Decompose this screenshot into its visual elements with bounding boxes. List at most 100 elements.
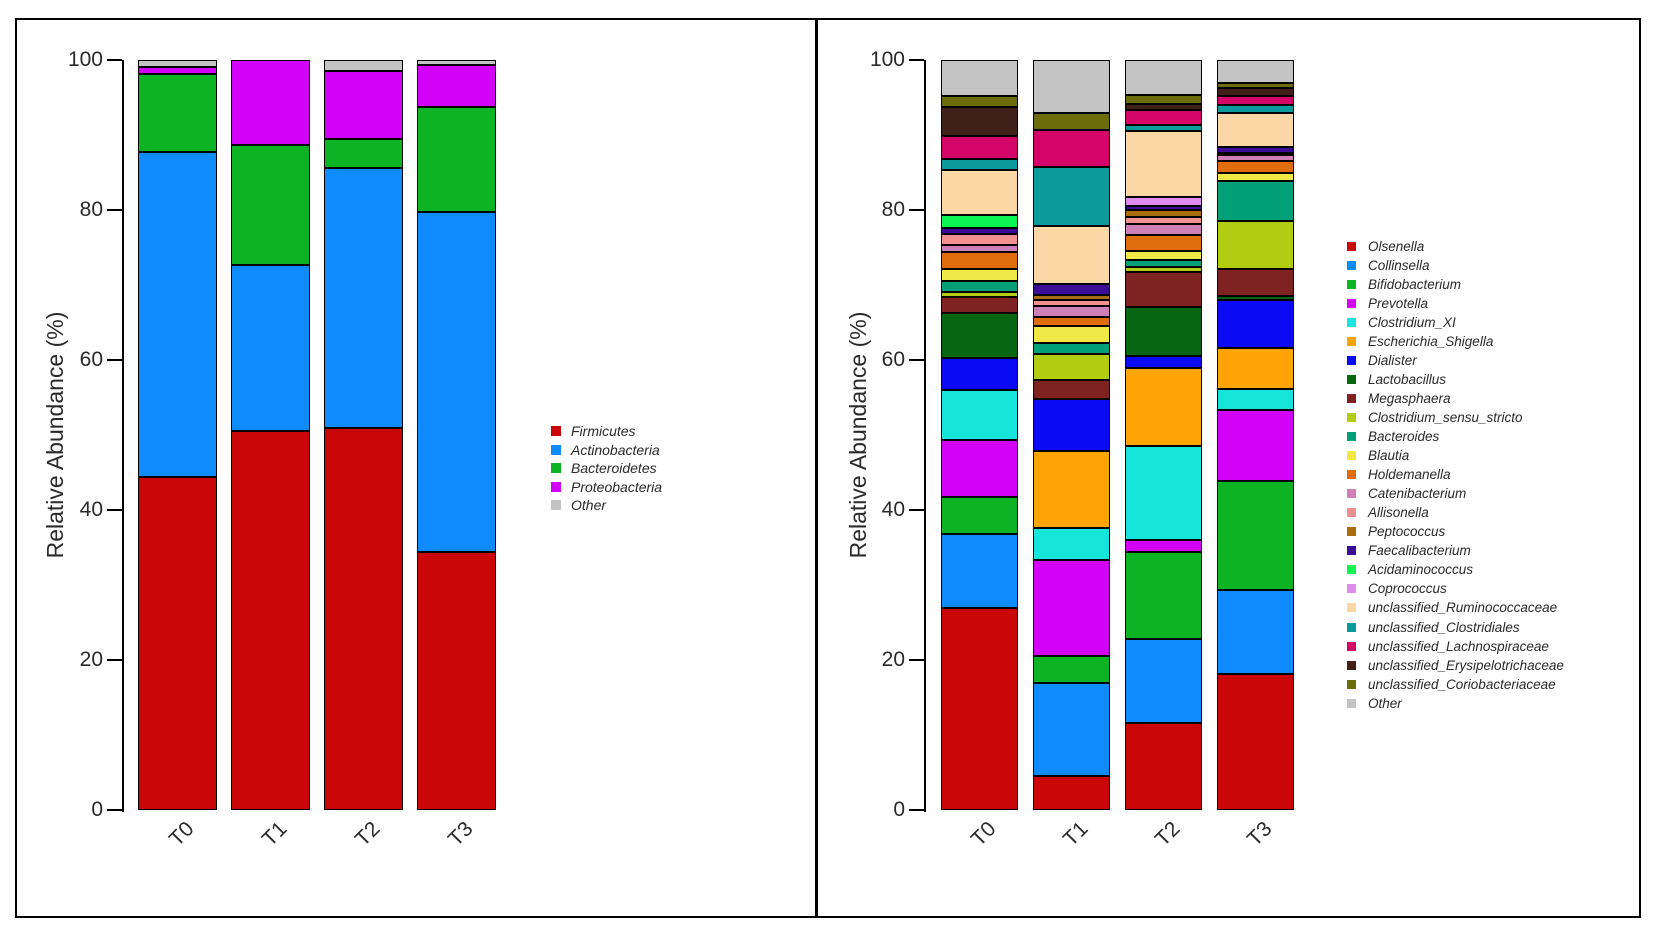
bar-segment-Megasphaera (1217, 268, 1294, 297)
legend-label-Firmicutes: Firmicutes (571, 423, 636, 439)
legend-item-unclassified_Clostridiales: unclassified_Clostridiales (1347, 619, 1520, 635)
legend-item-Allisonella: Allisonella (1347, 505, 1429, 521)
y-axis-tick (909, 659, 924, 661)
bar-segment-Blautia (941, 268, 1018, 282)
y-tick-label: 20 (881, 648, 905, 671)
bar-segment-Faecalibacterium (1033, 284, 1110, 295)
legend-swatch-Escherichia_Shigella (1347, 336, 1356, 346)
bar-segment-Bifidobacterium (941, 496, 1018, 534)
legend-label-Coprococcus: Coprococcus (1368, 581, 1447, 597)
bar-segment-Olsenella (1125, 723, 1202, 810)
bar-segment-Collinsella (1033, 683, 1110, 776)
legend-label-Other: Other (571, 497, 607, 514)
legend-label-unclassified_Erysipelotrichaceae: unclassified_Erysipelotrichaceae (1368, 657, 1564, 673)
bar-segment-Proteobacteria (231, 60, 310, 145)
legend-swatch-Bacteroides (1347, 432, 1356, 441)
y-axis-tick (107, 209, 122, 211)
bar-segment-Faecalibacterium (941, 228, 1018, 234)
legend-label-Faecalibacterium: Faecalibacterium (1368, 543, 1471, 559)
y-axis-line (924, 60, 926, 812)
bar-segment-Actinobacteria (324, 168, 403, 429)
legend-swatch-Actinobacteria (551, 444, 561, 455)
legend-label-Collinsella: Collinsella (1368, 257, 1430, 273)
y-tick-label: 80 (881, 198, 905, 221)
x-tick-label-T1: T1 (1058, 817, 1093, 851)
legend-item-Lactobacillus: Lactobacillus (1347, 371, 1446, 387)
legend-item-Faecalibacterium: Faecalibacterium (1347, 543, 1471, 559)
legend-label-Bifidobacterium: Bifidobacterium (1368, 276, 1462, 292)
y-axis-tick (107, 359, 122, 361)
legend-label-Bacteroidetes: Bacteroidetes (571, 460, 657, 477)
legend-label-Bacteroides: Bacteroides (1368, 429, 1440, 444)
legend-item-Clostridium_sensu_stricto: Clostridium_sensu_stricto (1347, 409, 1523, 425)
bar-segment-unclassified_Lachnospiraceae (1033, 129, 1110, 167)
stacked-bar-T1 (231, 60, 310, 810)
legend-label-Olsenella: Olsenella (1368, 238, 1425, 254)
bar-segment-Bacteroidetes (417, 107, 496, 213)
bar-segment-unclassified_Coriobacteriaceae (1217, 82, 1294, 88)
legend-item-Blautia: Blautia (1347, 448, 1409, 464)
legend-label-unclassified_Ruminococcaceae: unclassified_Ruminococcaceae (1368, 600, 1558, 616)
bar-segment-Escherichia_Shigella (1033, 450, 1110, 528)
bar-segment-Prevotella (1125, 540, 1202, 552)
legend-swatch-Prevotella (1347, 298, 1356, 308)
legend-label-Peptococcus: Peptococcus (1368, 524, 1446, 540)
legend-item-Bacteroidetes: Bacteroidetes (551, 460, 657, 476)
legend-label-unclassified_Lachnospiraceae: unclassified_Lachnospiraceae (1368, 638, 1549, 654)
x-tick-label-T0: T0 (966, 817, 1001, 851)
bar-segment-Bacteroides (941, 281, 1018, 292)
legend-swatch-Catenibacterium (1347, 489, 1356, 499)
legend-item-Prevotella: Prevotella (1347, 295, 1428, 311)
legend-label-Proteobacteria: Proteobacteria (571, 478, 663, 495)
bar-segment-Firmicutes (138, 477, 217, 810)
legend-label-Holdemanella: Holdemanella (1368, 467, 1451, 483)
bar-segment-unclassified_Erysipelotrichaceae (1125, 104, 1202, 110)
bar-segment-Firmicutes (417, 552, 496, 810)
bar-segment-Collinsella (1125, 639, 1202, 723)
legend-label-Catenibacterium: Catenibacterium (1368, 486, 1467, 502)
bar-segment-unclassified_Clostridiales (1125, 124, 1202, 132)
legend-item-Catenibacterium: Catenibacterium (1347, 486, 1466, 502)
legend-item-Coprococcus: Coprococcus (1347, 581, 1447, 597)
panel-divider (815, 18, 818, 918)
legend-label-Clostridium_sensu_stricto: Clostridium_sensu_stricto (1368, 409, 1523, 425)
legend-swatch-Blautia (1347, 451, 1356, 461)
bar-segment-unclassified_Clostridiales (941, 159, 1018, 170)
bar-segment-Faecalibacterium (1217, 147, 1294, 153)
stacked-bar-T1 (1033, 60, 1110, 810)
bar-segment-unclassified_Lachnospiraceae (941, 135, 1018, 159)
bar-segment-Clostridium_XI (1125, 445, 1202, 540)
legend-label-unclassified_Coriobacteriaceae: unclassified_Coriobacteriaceae (1368, 676, 1556, 692)
bar-segment-Escherichia_Shigella (1217, 348, 1294, 389)
y-tick-label: 60 (881, 348, 905, 371)
legend-label-Blautia: Blautia (1368, 448, 1410, 464)
bar-segment-Bacteroidetes (138, 73, 217, 152)
bar-segment-Firmicutes (231, 431, 310, 810)
legend-item-Clostridium_XI: Clostridium_XI (1347, 314, 1456, 330)
bar-segment-Firmicutes (324, 428, 403, 810)
legend-label-Allisonella: Allisonella (1368, 505, 1429, 521)
bar-segment-Coprococcus (1125, 196, 1202, 207)
bar-segment-Other (1125, 60, 1202, 95)
bar-segment-Proteobacteria (324, 71, 403, 139)
stacked-bar-T2 (1125, 60, 1202, 810)
legend-item-Firmicutes: Firmicutes (551, 423, 636, 439)
legend-swatch-Other (551, 500, 561, 511)
bar-segment-Clostridium_XI (941, 390, 1018, 440)
bar-segment-unclassified_Erysipelotrichaceae (941, 106, 1018, 136)
bar-segment-Catenibacterium (941, 244, 1018, 252)
y-tick-label: 0 (91, 798, 103, 821)
bar-segment-Other (324, 60, 403, 72)
bar-segment-Dialister (1125, 355, 1202, 369)
bar-segment-Collinsella (1217, 589, 1294, 674)
bar-segment-Olsenella (1033, 775, 1110, 810)
y-tick-label: 60 (79, 348, 103, 371)
bar-segment-Other (1217, 60, 1294, 83)
legend-swatch-Allisonella (1347, 508, 1356, 518)
bar-segment-Clostridium_XI (1217, 388, 1294, 411)
legend-item-Proteobacteria: Proteobacteria (551, 479, 662, 495)
legend-swatch-Clostridium_XI (1347, 317, 1356, 327)
bar-segment-Clostridium_XI (1033, 528, 1110, 560)
stacked-bar-T2 (324, 60, 403, 810)
